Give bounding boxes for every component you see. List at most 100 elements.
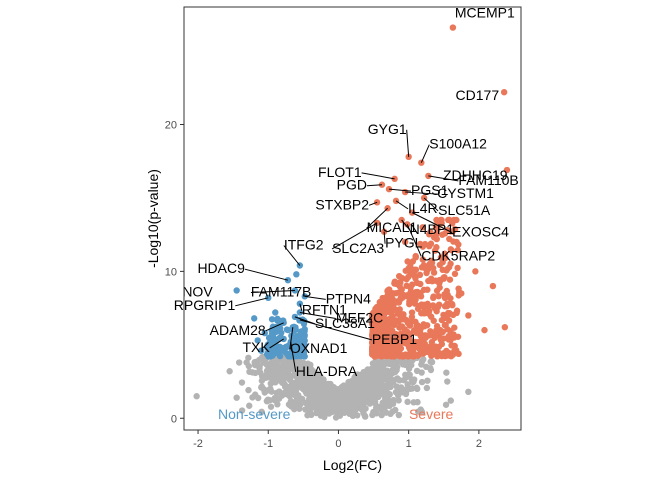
data-point [416, 271, 424, 279]
data-point [301, 353, 308, 360]
gene-label: NOV [182, 283, 213, 299]
data-point [295, 402, 303, 410]
label-leader-line [299, 312, 336, 319]
data-point [385, 373, 392, 380]
data-point [300, 336, 307, 343]
data-point [437, 254, 445, 261]
label-leader-line [366, 184, 383, 187]
gene-label: N4BP1 [410, 221, 455, 237]
data-point [306, 389, 313, 396]
data-point [374, 384, 381, 391]
data-point [426, 260, 433, 268]
gene-label: FAM110B [458, 172, 518, 188]
panel-border [183, 6, 522, 431]
data-point [235, 359, 243, 366]
data-point [245, 362, 253, 370]
data-point [454, 264, 461, 272]
data-point [271, 394, 279, 402]
labeled-data-point [418, 159, 425, 166]
label-leader-line [366, 207, 388, 229]
data-point [445, 216, 452, 224]
data-point [416, 345, 423, 352]
data-point [401, 335, 409, 342]
data-point [421, 240, 429, 248]
data-point [424, 300, 431, 308]
data-point [274, 315, 281, 323]
data-point [442, 401, 450, 408]
gene-label: PEBP1 [372, 331, 417, 347]
data-point [427, 240, 435, 247]
data-point [334, 394, 342, 401]
data-point [291, 405, 298, 413]
gene-label: GYG1 [368, 121, 407, 137]
gene-label: MICAL1 [367, 219, 418, 235]
data-point [316, 372, 323, 379]
data-point [447, 260, 454, 267]
gene-label: PYGL [385, 235, 423, 251]
data-point [395, 397, 402, 404]
data-point [304, 374, 311, 382]
data-point [402, 390, 410, 398]
label-leader-line [244, 268, 289, 281]
data-point [382, 382, 389, 390]
data-point [441, 230, 449, 237]
data-point [226, 368, 233, 375]
data-point [439, 266, 446, 274]
labeled-data-point [500, 88, 508, 96]
gene-label: HLA-DRA [296, 363, 358, 379]
severe-points-cloud [368, 216, 463, 360]
label-leader-line [235, 297, 269, 307]
data-point [465, 388, 472, 396]
data-point [193, 393, 200, 400]
y-axis-title: -Log10(p-value) [145, 169, 161, 268]
data-point [377, 378, 384, 386]
gene-label: OXNAD1 [290, 340, 348, 356]
data-point [384, 292, 391, 300]
non-severe-group-label: Non-severe [218, 406, 291, 422]
data-point [434, 303, 442, 311]
labeled-data-point [291, 313, 299, 321]
data-point [381, 305, 389, 313]
x-axis: -2 -1 0 1 2 [193, 430, 482, 450]
data-point [362, 375, 369, 382]
data-point [444, 265, 451, 273]
data-point [280, 345, 287, 352]
data-point [465, 312, 472, 319]
data-point [410, 327, 418, 334]
data-point [424, 377, 431, 384]
data-point [370, 389, 377, 396]
data-point [287, 401, 294, 408]
data-point [420, 286, 428, 294]
data-point [369, 312, 377, 320]
data-point [489, 282, 497, 290]
gene-label: RFTN1 [302, 302, 347, 318]
data-point [386, 352, 393, 360]
data-point [412, 288, 420, 296]
data-point [443, 369, 450, 376]
data-point [423, 384, 431, 392]
gene-label: CD177 [456, 87, 500, 103]
data-point [268, 316, 276, 323]
y-tick-label: 20 [165, 120, 177, 132]
labeled-data-point [385, 185, 393, 193]
data-point [309, 401, 316, 408]
data-point [273, 360, 280, 367]
data-point [440, 275, 447, 282]
data-point [421, 323, 428, 330]
data-point [429, 302, 437, 309]
data-point [358, 394, 366, 401]
data-point [351, 399, 359, 407]
label-leader-line [420, 144, 430, 163]
data-point [249, 369, 256, 376]
data-point [251, 315, 258, 322]
data-point [412, 318, 419, 326]
group-labels: Non-severe Severe [218, 406, 454, 422]
data-point [445, 332, 453, 340]
data-point [393, 317, 400, 324]
data-point [401, 238, 409, 246]
data-point [361, 369, 369, 376]
data-point [406, 350, 414, 358]
label-leader-line [411, 212, 453, 234]
data-point [290, 383, 297, 391]
data-point [443, 287, 451, 295]
